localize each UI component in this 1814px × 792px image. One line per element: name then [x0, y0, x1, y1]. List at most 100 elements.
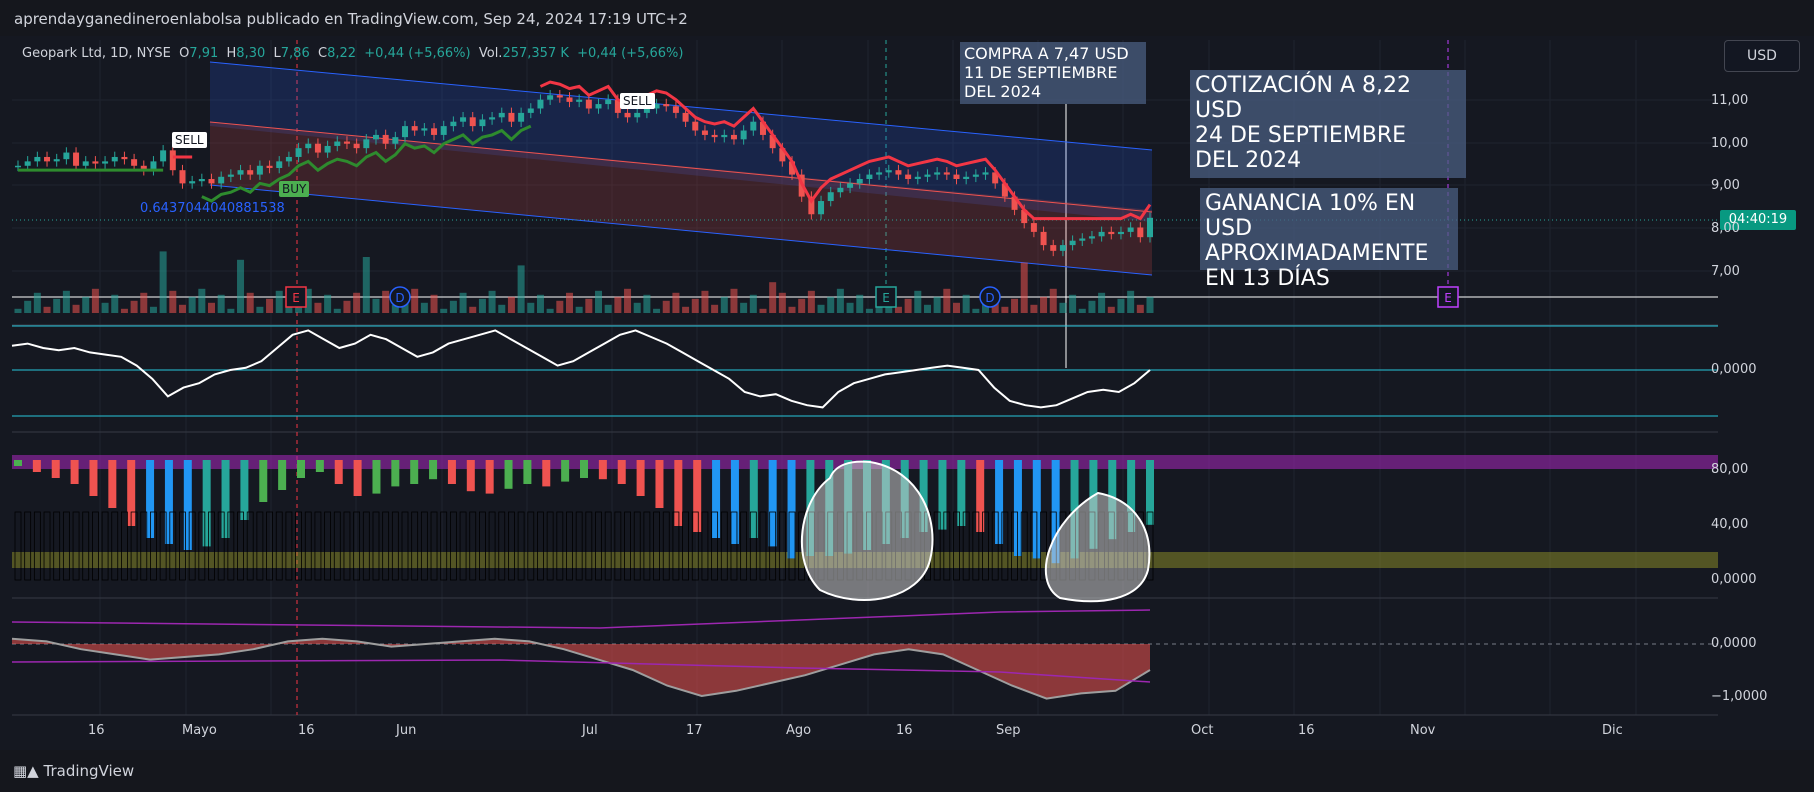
osc2-box — [101, 511, 109, 581]
time-tick-label: 16 — [88, 723, 105, 738]
osc2-bar — [504, 460, 513, 489]
candle-body — [44, 156, 51, 162]
osc2-box — [459, 511, 467, 581]
candle-body — [266, 165, 273, 168]
volume-bar — [943, 288, 951, 313]
osc2-box — [972, 511, 980, 581]
candle-body — [537, 99, 544, 109]
osc2-box — [333, 511, 341, 581]
volume-bar — [478, 298, 486, 313]
volume-bar — [498, 304, 506, 313]
osc2-bar — [429, 460, 438, 480]
osc2-box — [169, 511, 177, 581]
osc2-box — [227, 511, 235, 581]
high-value: 8,30 — [236, 46, 266, 61]
osc2-box — [420, 511, 428, 581]
osc2-box — [730, 511, 738, 581]
osc2-box — [246, 511, 254, 581]
osc2-bar — [523, 460, 532, 484]
osc2-box — [788, 511, 796, 581]
volume-bar — [595, 290, 603, 313]
osc2-bar — [334, 460, 343, 484]
tradingview-logo[interactable]: ▦▲ TradingView — [13, 762, 134, 780]
osc2-box — [159, 511, 167, 581]
volume-bar — [372, 298, 380, 313]
candle-body — [518, 112, 525, 122]
publisher-text: aprendayganedineroenlabolsa publicado en… — [14, 10, 688, 28]
candle-body — [189, 181, 196, 184]
volume-bar — [517, 265, 525, 313]
volume-bar — [1078, 308, 1086, 313]
volume-bar — [701, 290, 709, 313]
volume-bar — [633, 302, 641, 313]
vol-label: Vol. — [478, 46, 503, 61]
candle-body — [314, 143, 321, 153]
candle-body — [856, 179, 863, 184]
osc2-box — [343, 511, 351, 581]
osc2-box — [566, 511, 573, 581]
osc2-box — [33, 511, 41, 581]
osc2-bar — [1146, 460, 1154, 525]
osc2-bar — [146, 460, 155, 538]
osc2-box — [624, 511, 631, 581]
osc2-bar — [919, 460, 928, 532]
event-marker-label: E — [1444, 291, 1452, 305]
volume-bar — [362, 257, 370, 313]
osc2-box — [488, 511, 496, 581]
osc2-bar — [938, 460, 947, 530]
candle-body — [527, 108, 534, 113]
candle-body — [73, 152, 80, 166]
osc2-box — [372, 511, 380, 581]
volume-bar — [420, 302, 428, 313]
candle-body — [595, 104, 602, 109]
volume-bar — [769, 282, 777, 313]
osc2-bar — [1032, 460, 1041, 559]
candle-body — [131, 159, 138, 166]
volume-bar — [1040, 296, 1048, 313]
volume-bar — [1011, 298, 1019, 313]
time-tick-label: 17 — [686, 723, 703, 738]
candle-body — [614, 99, 621, 113]
candle-body — [1137, 227, 1144, 238]
publisher-bar: aprendayganedineroenlabolsa publicado en… — [0, 0, 1814, 36]
candle-body — [624, 112, 631, 118]
osc2-box — [653, 511, 660, 581]
volume-bar — [972, 308, 980, 313]
volume-bar — [914, 290, 922, 313]
volume-bar — [982, 300, 990, 313]
candle-body — [721, 134, 728, 138]
osc2-bar — [70, 460, 79, 484]
candle-body — [227, 174, 234, 177]
volume-bar — [556, 300, 564, 313]
osc2-box — [1040, 511, 1047, 581]
osc2-bar — [315, 460, 324, 472]
volume-bar — [827, 296, 835, 313]
osc2-bar — [410, 460, 419, 484]
osc2-box — [1001, 511, 1009, 581]
candle-body — [692, 121, 699, 131]
osc2-box — [479, 511, 486, 581]
osc2-bar — [712, 460, 721, 538]
candle-body — [1050, 245, 1057, 251]
channel-bottom-line — [209, 184, 1153, 276]
candle-body — [82, 161, 89, 166]
earnings-marker — [285, 286, 307, 308]
osc2-box — [121, 511, 128, 581]
candle-body — [402, 126, 409, 138]
volume-bar — [43, 306, 51, 313]
candle-body — [469, 117, 476, 127]
volume-bar — [643, 294, 651, 313]
osc2-bar — [89, 460, 98, 496]
volume-bar — [149, 306, 157, 313]
candle-body — [1127, 227, 1134, 232]
osc2-box — [662, 511, 670, 581]
volume-bar — [72, 304, 80, 313]
candle-body — [15, 165, 21, 168]
candle-body — [1147, 217, 1153, 238]
sell-signal-label: SELL — [620, 93, 655, 109]
candle-body — [285, 156, 292, 162]
osc2-box — [720, 511, 728, 581]
currency-button[interactable]: USD — [1724, 40, 1800, 72]
symbol-name: Geopark Ltd, 1D, NYSE — [22, 46, 171, 61]
